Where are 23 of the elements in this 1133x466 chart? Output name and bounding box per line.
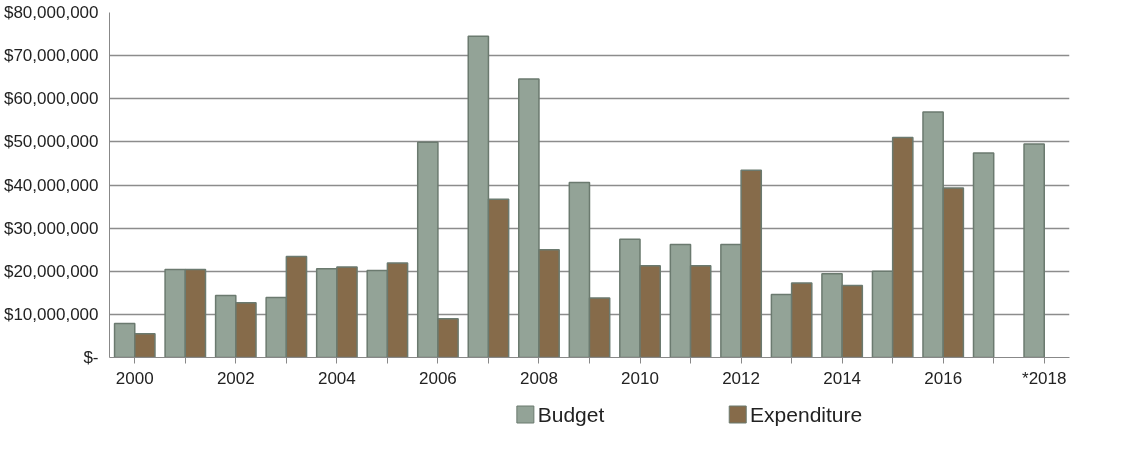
y-tick-label: $80,000,000 — [3, 3, 99, 22]
x-tick-label: 2000 — [115, 368, 154, 388]
x-tick-label: 2004 — [317, 368, 356, 388]
x-tick-label: 2006 — [419, 368, 457, 388]
y-tick-label: $- — [83, 348, 99, 367]
bar — [972, 152, 995, 358]
x-tick-label: 2014 — [823, 368, 862, 388]
y-tick-label: $40,000,000 — [3, 175, 99, 195]
y-tick-label: $60,000,000 — [3, 89, 99, 109]
y-tick-label: $10,000,000 — [3, 304, 99, 324]
x-tick-label: 2012 — [722, 368, 760, 388]
x-tick-label: 2016 — [924, 368, 963, 388]
bar — [1023, 143, 1045, 358]
y-tick-label: $20,000,000 — [3, 261, 99, 281]
legend-label: Budget — [537, 403, 605, 426]
x-tick-label: 2002 — [216, 368, 255, 388]
legend-label: Expenditure — [750, 403, 863, 426]
x-tick-label: *2018 — [1022, 368, 1067, 388]
y-tick-label: $70,000,000 — [3, 46, 99, 66]
y-tick-label: $30,000,000 — [3, 218, 99, 238]
x-tick-label: 2008 — [520, 368, 558, 388]
x-tick-label: 2010 — [621, 368, 659, 388]
y-tick-label: $50,000,000 — [3, 132, 99, 152]
